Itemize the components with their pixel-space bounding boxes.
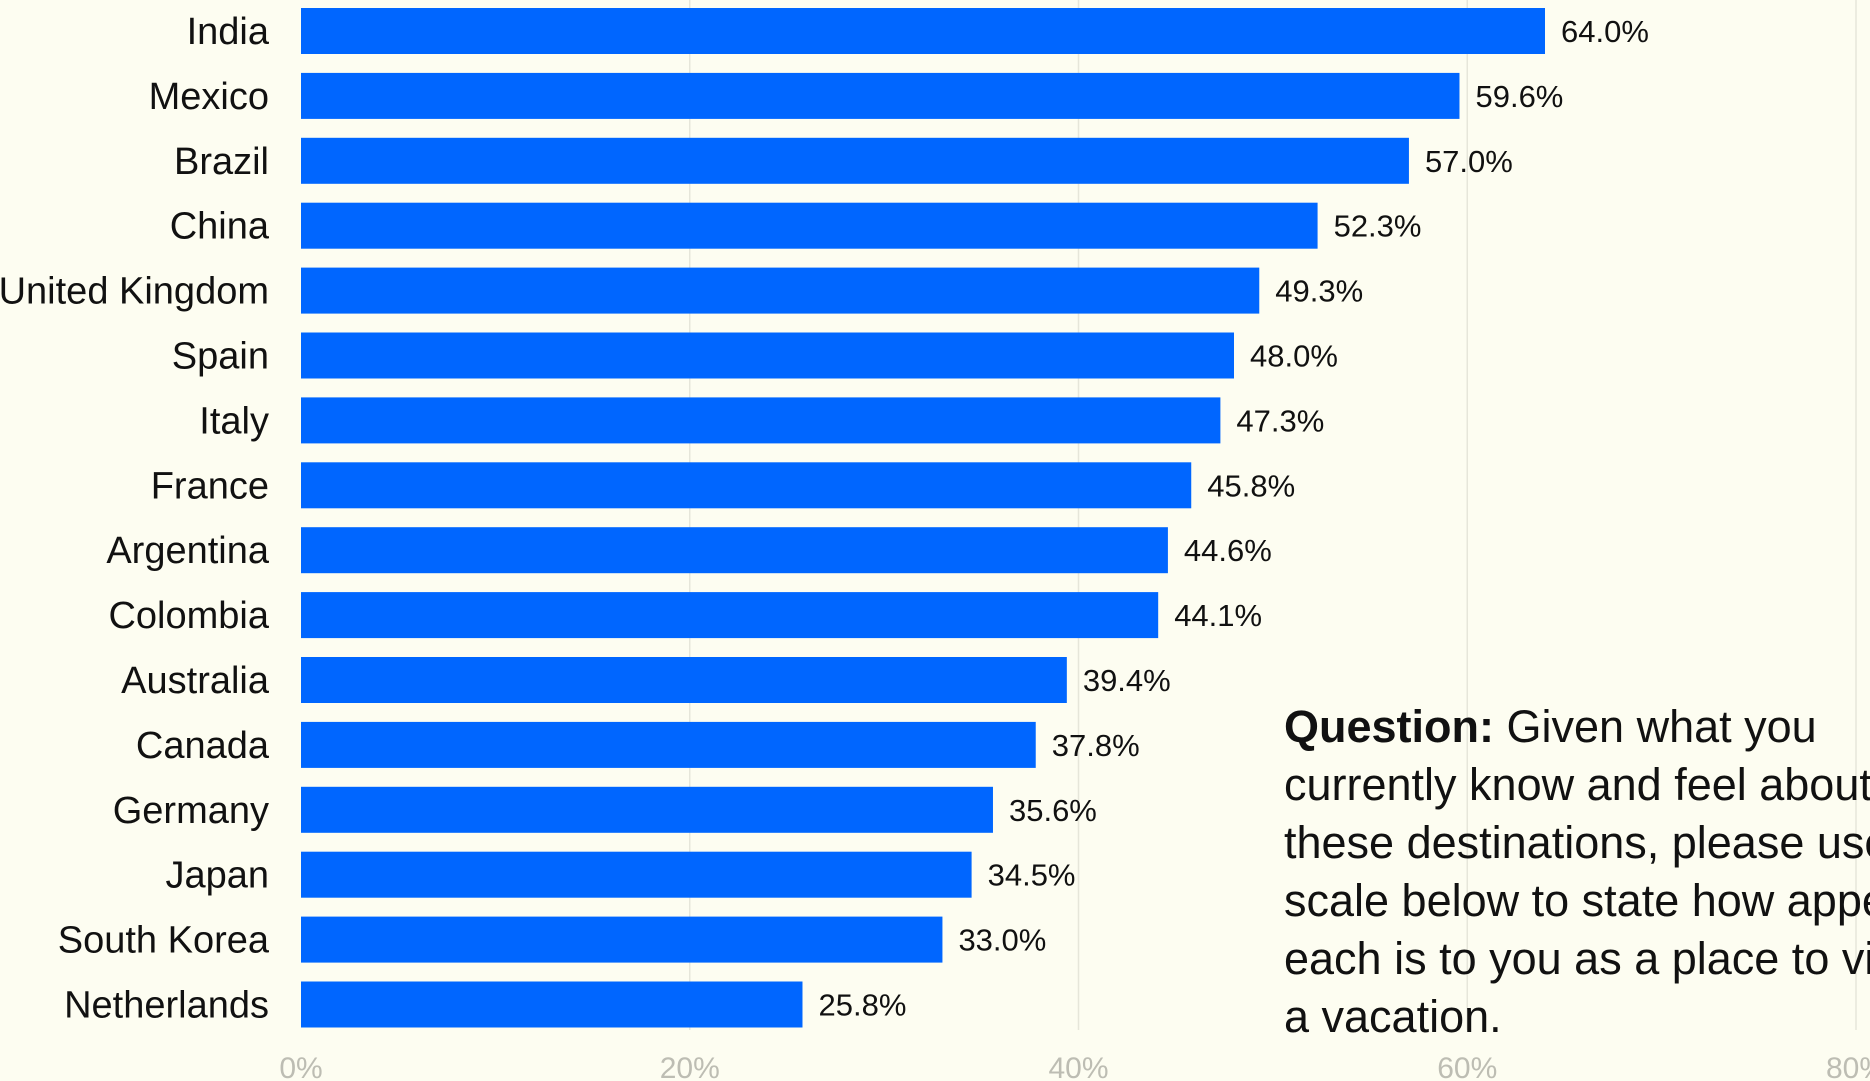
category-label-united-kingdom: United Kingdom: [0, 271, 269, 313]
category-label-france: France: [151, 465, 269, 507]
bar-colombia: [301, 592, 1159, 639]
value-label-germany: 35.6%: [1009, 793, 1097, 828]
category-label-japan: Japan: [165, 855, 269, 897]
value-label-china: 52.3%: [1334, 209, 1422, 244]
x-tick-label-60: 60%: [1437, 1052, 1497, 1081]
x-tick-label-80: 80%: [1826, 1052, 1870, 1081]
bar-netherlands: [301, 981, 803, 1028]
question-heading: Question:: [1284, 701, 1494, 752]
value-label-colombia: 44.1%: [1174, 598, 1262, 633]
value-label-mexico: 59.6%: [1475, 79, 1563, 114]
x-tick-label-20: 20%: [660, 1052, 720, 1081]
value-label-india: 64.0%: [1561, 14, 1649, 49]
bar-south-korea: [301, 916, 943, 963]
value-label-australia: 39.4%: [1083, 663, 1171, 698]
bar-canada: [301, 721, 1036, 768]
category-label-south-korea: South Korea: [58, 920, 270, 962]
x-tick-label-40: 40%: [1048, 1052, 1108, 1081]
category-label-brazil: Brazil: [174, 141, 269, 183]
category-label-argentina: Argentina: [106, 530, 270, 572]
bar-japan: [301, 851, 972, 898]
bar-australia: [301, 657, 1067, 703]
question-text: Given what you currently know and feel a…: [1284, 701, 1870, 1042]
value-label-italy: 47.3%: [1236, 403, 1324, 438]
value-label-canada: 37.8%: [1052, 728, 1140, 763]
bar-india: [301, 8, 1545, 54]
value-labels: 64.0% 59.6% 57.0%52.3% 49.3% 48.0% 47.3% 45.8%…: [818, 14, 1648, 1023]
value-label-south-korea: 33.0%: [958, 923, 1046, 958]
category-label-colombia: Colombia: [108, 595, 269, 637]
bar-italy: [301, 397, 1221, 444]
category-labels: India Mexico Brazil China United Kingdom Spai…: [0, 11, 270, 1027]
category-label-spain: Spain: [172, 336, 269, 378]
x-axis-ticks: 0% 20% 40% 60% 80%: [279, 1052, 1870, 1081]
bar-germany: [301, 786, 993, 833]
bar-france: [301, 462, 1192, 509]
bars: [301, 8, 1545, 1028]
value-label-spain: 48.0%: [1250, 339, 1338, 374]
bar-mexico: [301, 72, 1460, 119]
category-label-australia: Australia: [121, 660, 270, 702]
value-label-brazil: 57.0%: [1425, 144, 1513, 179]
bar-brazil: [301, 137, 1409, 184]
category-label-china: China: [170, 206, 270, 248]
category-label-canada: Canada: [136, 725, 270, 767]
category-label-india: India: [187, 11, 270, 53]
bar-spain: [301, 332, 1234, 379]
value-label-japan: 34.5%: [988, 858, 1076, 893]
bar-argentina: [301, 527, 1168, 574]
category-label-netherlands: Netherlands: [64, 985, 269, 1027]
question-annotation: Question: Given what you currently know …: [1284, 698, 1870, 1046]
value-label-netherlands: 25.8%: [818, 988, 906, 1023]
value-label-argentina: 44.6%: [1184, 533, 1272, 568]
x-tick-label-0: 0%: [279, 1052, 322, 1081]
value-label-france: 45.8%: [1207, 468, 1295, 503]
bar-united-kingdom: [301, 267, 1260, 314]
category-label-mexico: Mexico: [149, 76, 269, 118]
bar-china: [301, 202, 1318, 249]
category-label-italy: Italy: [199, 400, 269, 442]
value-label-united-kingdom: 49.3%: [1275, 274, 1363, 309]
category-label-germany: Germany: [113, 790, 269, 832]
